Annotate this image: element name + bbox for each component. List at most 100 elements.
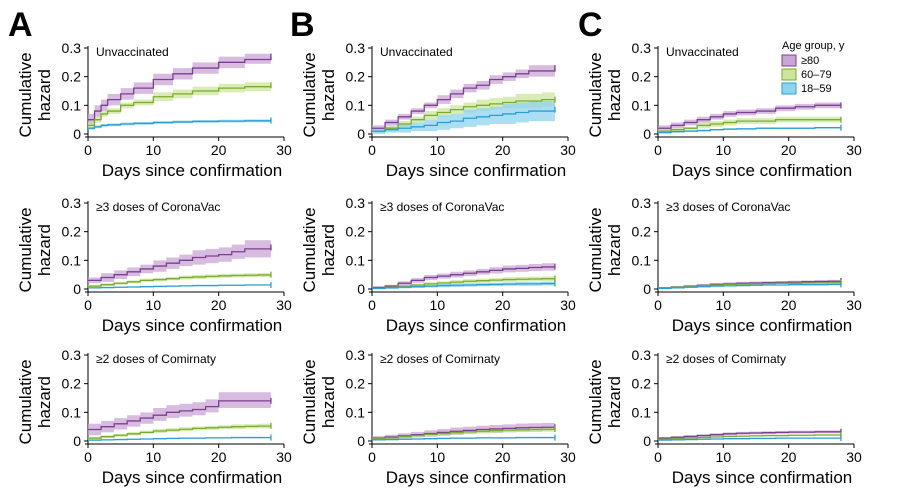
hazard-line-60-79 — [88, 85, 272, 127]
subplot-title: ≥2 doses of Comirnaty — [666, 352, 786, 366]
subplot-title: ≥3 doses of CoronaVac — [666, 200, 790, 214]
hazard-line-60-79 — [372, 98, 555, 132]
y-axis-title-line2: hazard — [605, 69, 624, 121]
subplot-c-3: 0 0.1 0.2 0.3 0 10 20 30 Days since confirmation… — [586, 347, 862, 487]
y-tick-label: 0.1 — [62, 97, 82, 113]
subplot-grid: 0 0.1 0.2 0.3 0 10 20 30 Days since confirmation… — [16, 40, 862, 487]
x-tick-label: 30 — [846, 297, 862, 313]
legend-entry-80plus: ≥80 — [781, 54, 819, 67]
legend-label-60-79: 60–79 — [801, 69, 832, 81]
hazard-line-60-79 — [658, 282, 841, 289]
subplot-b-2: 0 0.1 0.2 0.3 0 10 20 30 Days since confirmation… — [300, 195, 576, 335]
y-axis-title-line2: hazard — [319, 69, 338, 121]
subplot-a-2: 0 0.1 0.2 0.3 0 10 20 30 Days since confirmation… — [16, 195, 292, 335]
y-axis-title: Cumulativehazard — [586, 207, 624, 292]
y-tick-label: 0.1 — [632, 97, 652, 113]
x-axis-title: Days since confirmation — [386, 316, 566, 335]
x-axis-title: Days since confirmation — [102, 468, 282, 487]
x-tick-label: 10 — [716, 142, 732, 158]
x-tick-label: 30 — [276, 449, 292, 465]
hazard-line-18-59 — [88, 436, 271, 441]
y-tick-label: 0.2 — [346, 376, 366, 392]
ci-band-60-79 — [88, 80, 271, 129]
y-tick-label: 0.3 — [632, 347, 652, 363]
legend-swatch-60-79 — [781, 68, 797, 81]
hazard-line-80plus — [88, 400, 271, 431]
y-axis-title: Cumulativehazard — [300, 52, 338, 137]
x-tick-label: 10 — [716, 449, 732, 465]
y-tick-label: 0.2 — [346, 224, 366, 240]
y-axis-title-line1: Cumulative — [300, 359, 319, 444]
y-tick-label: 0.1 — [632, 404, 652, 420]
subplot-b-3: 0 0.1 0.2 0.3 0 10 20 30 Days since confirmation… — [300, 347, 576, 487]
y-axis-title-line2: hazard — [605, 376, 624, 428]
y-axis-title-line1: Cumulative — [300, 52, 319, 137]
y-tick-label: 0.2 — [62, 376, 82, 392]
y-tick-label: 0.1 — [632, 252, 652, 268]
hazard-line-80plus — [372, 68, 556, 129]
y-axis-title-line1: Cumulative — [16, 359, 35, 444]
y-tick-label: 0.3 — [346, 195, 366, 211]
subplot-a-3: 0 0.1 0.2 0.3 0 10 20 30 Days since confirmation… — [16, 347, 292, 487]
y-tick-label: 0.1 — [346, 252, 366, 268]
x-tick-label: 20 — [495, 449, 511, 465]
x-tick-label: 20 — [211, 142, 227, 158]
hazard-line-60-79 — [372, 278, 556, 289]
x-tick-label: 20 — [211, 449, 227, 465]
y-axis-title-line1: Cumulative — [300, 207, 319, 292]
x-tick-label: 10 — [430, 297, 446, 313]
y-tick-label: 0.2 — [62, 224, 82, 240]
y-axis-title-line2: hazard — [35, 69, 54, 121]
x-tick-label: 20 — [781, 142, 797, 158]
y-axis-title-line2: hazard — [605, 224, 624, 276]
y-axis-title-line2: hazard — [35, 224, 54, 276]
y-axis-title: Cumulativehazard — [16, 207, 54, 292]
panel-letter-a: A — [8, 6, 33, 44]
y-axis-title-line1: Cumulative — [586, 207, 605, 292]
x-tick-label: 0 — [654, 297, 662, 313]
subplot-title: Unvaccinated — [380, 45, 453, 59]
x-tick-label: 30 — [276, 297, 292, 313]
hazard-line-60-79 — [658, 434, 841, 440]
x-tick-label: 10 — [716, 297, 732, 313]
hazard-line-80plus — [658, 431, 841, 439]
subplot-c-1: 0 0.1 0.2 0.3 0 10 20 30 Days since confirmation… — [586, 40, 862, 180]
legend-label-80plus: ≥80 — [801, 55, 819, 67]
subplot-title: ≥2 doses of Comirnaty — [380, 352, 500, 366]
y-axis-title: Cumulativehazard — [300, 359, 338, 444]
hazard-line-60-79 — [658, 119, 841, 132]
y-tick-label: 0 — [643, 126, 651, 142]
y-axis-title-line2: hazard — [35, 376, 54, 428]
y-tick-label: 0.3 — [346, 347, 366, 363]
y-tick-label: 0 — [357, 433, 365, 449]
y-tick-label: 0.3 — [632, 195, 652, 211]
x-tick-label: 30 — [560, 142, 576, 158]
hazard-line-18-59 — [372, 282, 555, 290]
subplot-b-1: 0 0.1 0.2 0.3 0 10 20 30 Days since confirmation… — [300, 40, 576, 180]
x-axis-title: Days since confirmation — [672, 316, 852, 335]
x-tick-label: 0 — [654, 449, 662, 465]
y-tick-label: 0.1 — [62, 404, 82, 420]
y-tick-label: 0.1 — [62, 252, 82, 268]
y-tick-label: 0.3 — [62, 195, 82, 211]
legend: Age group, y ≥80 60–79 18–59 — [781, 40, 845, 95]
y-axis-title-line2: hazard — [319, 224, 338, 276]
hazard-line-80plus — [372, 266, 556, 289]
hazard-line-80plus — [372, 426, 555, 439]
y-axis-title-line1: Cumulative — [586, 52, 605, 137]
y-tick-label: 0 — [643, 281, 651, 297]
hazard-line-80plus — [658, 104, 841, 129]
ci-band-80plus — [658, 102, 841, 132]
hazard-line-18-59 — [658, 437, 841, 441]
x-tick-label: 10 — [430, 449, 446, 465]
hazard-line-18-59 — [372, 436, 555, 441]
y-axis-title: Cumulativehazard — [586, 359, 624, 444]
y-axis-title-line2: hazard — [319, 376, 338, 428]
x-tick-label: 30 — [846, 142, 862, 158]
y-tick-label: 0 — [73, 126, 81, 142]
x-tick-label: 30 — [846, 449, 862, 465]
x-tick-label: 20 — [495, 297, 511, 313]
panel-letter-b: B — [290, 6, 315, 44]
legend-entry-18-59: 18–59 — [781, 82, 832, 95]
hazard-line-80plus — [88, 247, 272, 282]
